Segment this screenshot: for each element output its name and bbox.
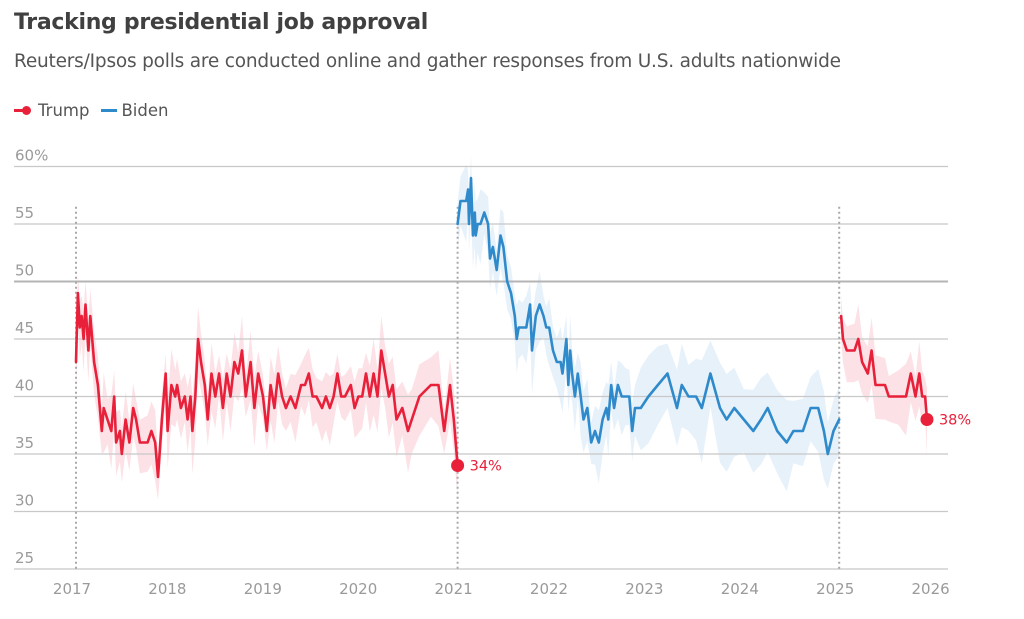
trump-second-term-end-point[interactable]	[920, 413, 934, 426]
term-markers	[75, 206, 841, 570]
x-tick-label: 2024	[721, 580, 759, 598]
x-tick-label: 2020	[339, 580, 377, 598]
chart-subtitle: Reuters/Ipsos polls are conducted online…	[14, 51, 841, 72]
end-labels: 34% 38%	[451, 413, 971, 475]
legend-label-biden: Biden	[121, 101, 169, 120]
chart-title: Tracking presidential job approval	[14, 10, 429, 35]
chart-legend: Trump Biden	[14, 101, 180, 120]
trump-line-dot-swatch-icon	[14, 106, 31, 115]
trump-first-term-line[interactable]	[74, 291, 459, 479]
biden-line-swatch-icon	[101, 109, 118, 112]
x-tick-label: 2017	[53, 580, 91, 598]
y-tick-label: 30	[15, 492, 34, 510]
x-tick-label: 2026	[912, 580, 950, 598]
x-tick-label: 2023	[625, 580, 663, 598]
x-tick-label: 2021	[435, 580, 473, 598]
y-tick-label: 55	[15, 204, 34, 222]
biden-confidence-band	[457, 155, 840, 492]
series-lines	[74, 176, 929, 479]
y-tick-label: 40	[15, 377, 34, 395]
x-axis-labels: 2017 2018 2019 2020 2021 2022 2023 2024 2025 2026	[53, 580, 950, 598]
trump-second-term-end-label: 38%	[939, 413, 971, 429]
trump-first-term-end-point[interactable]	[451, 459, 465, 472]
x-tick-label: 2018	[148, 580, 186, 598]
trump-confidence-band	[841, 295, 927, 455]
legend-label-trump: Trump	[38, 101, 90, 120]
legend-item-biden[interactable]: Biden	[101, 101, 168, 120]
y-tick-label: 50	[15, 262, 34, 280]
y-tick-label: 25	[15, 549, 34, 567]
legend-item-trump[interactable]: Trump	[14, 101, 89, 120]
confidence-bands	[76, 155, 927, 500]
trump-first-term-end-label: 34%	[470, 459, 502, 475]
y-axis-labels: 60% 55 50 45 40 35 30 25	[15, 147, 48, 568]
x-tick-label: 2025	[816, 580, 854, 598]
y-tick-label: 60%	[15, 147, 48, 165]
trump-second-term-line[interactable]	[839, 314, 929, 421]
x-tick-label: 2022	[530, 580, 568, 598]
y-tick-label: 35	[15, 434, 34, 452]
trump-confidence-band	[76, 272, 458, 500]
x-tick-label: 2019	[244, 580, 282, 598]
y-tick-label: 45	[15, 319, 34, 337]
biden-term-line[interactable]	[456, 176, 841, 456]
